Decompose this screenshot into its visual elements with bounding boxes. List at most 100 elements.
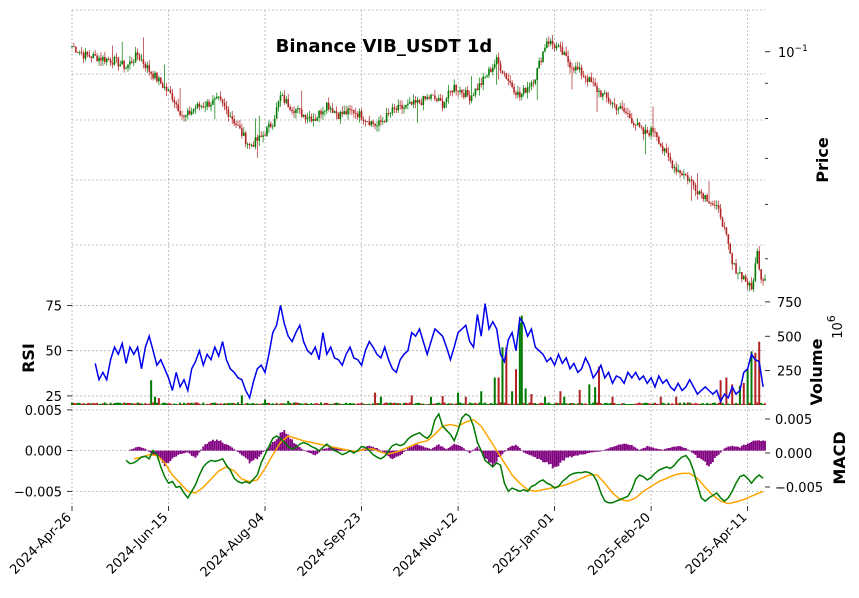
candle-body	[497, 57, 500, 64]
macd-histogram-bar	[287, 434, 290, 451]
macd-histogram-bar	[403, 450, 405, 452]
candle-body	[547, 41, 550, 44]
candle-body	[229, 116, 232, 118]
volume-bar	[495, 403, 498, 405]
candle-body	[692, 181, 695, 186]
macd-histogram-bar	[590, 450, 593, 453]
volume-bar	[188, 403, 191, 405]
volume-panel	[71, 315, 766, 405]
candle-body	[602, 93, 604, 97]
macd-histogram-bar	[322, 448, 324, 451]
macd-histogram-bar	[495, 450, 498, 462]
volume-bar	[667, 402, 670, 405]
macd-histogram-bar	[264, 450, 266, 451]
volume-bar	[414, 403, 417, 405]
volume-bar	[516, 403, 519, 405]
volume-bar	[702, 403, 705, 405]
macd-histogram-bar	[493, 450, 496, 464]
candle-body	[324, 110, 326, 112]
macd-histogram-bar	[455, 444, 458, 451]
volume-bar	[617, 403, 620, 405]
macd-histogram-bar	[675, 446, 678, 451]
macd-line	[125, 412, 764, 504]
macd-histogram-bar	[642, 447, 645, 451]
candle-body	[254, 137, 257, 147]
volume-bar	[466, 403, 469, 405]
candle-body	[177, 104, 179, 112]
candle-body	[297, 108, 299, 110]
candle-body	[140, 59, 143, 61]
macd-histogram-bar	[298, 447, 301, 451]
volume-bar	[348, 402, 351, 405]
macd-histogram-bar	[412, 444, 415, 451]
volume-bar	[78, 402, 81, 405]
candle-body	[584, 76, 587, 79]
candle-body	[515, 92, 517, 96]
volume-bar	[557, 403, 560, 405]
candle-body	[136, 52, 139, 56]
macd-histogram-bar	[441, 446, 444, 451]
candle-body	[78, 52, 81, 54]
macd-histogram-bar	[518, 447, 521, 451]
macd-histogram-bar	[408, 446, 411, 451]
volume-bar	[377, 403, 380, 405]
candle-body	[712, 203, 714, 205]
candle-body	[420, 102, 423, 106]
candle-body	[613, 103, 616, 105]
candle-body	[619, 106, 622, 109]
volume-bar	[387, 403, 390, 405]
volume-bar	[240, 395, 243, 405]
macd-histogram-bar	[623, 443, 625, 451]
candle-body	[185, 115, 187, 117]
candle-body	[318, 110, 320, 118]
volume-bar	[393, 402, 396, 405]
volume-bar	[561, 403, 564, 405]
volume-bar	[316, 403, 319, 405]
candle-body	[370, 121, 373, 126]
volume-bar	[684, 403, 687, 405]
volume-bar	[356, 403, 359, 405]
macd-histogram-bar	[414, 443, 417, 451]
volume-bar	[101, 403, 104, 405]
volume-bar	[474, 402, 477, 405]
candle-body	[345, 111, 347, 115]
macd-histogram-bar	[267, 446, 270, 451]
volume-bar	[152, 402, 155, 405]
candle-body	[762, 279, 764, 281]
candle-body	[142, 59, 145, 64]
macd-histogram-bar	[291, 439, 293, 451]
macd-histogram-bar	[341, 448, 344, 451]
candle-body	[536, 68, 539, 81]
macd-histogram-bar	[638, 449, 641, 451]
macd-histogram-bar	[285, 433, 288, 451]
macd-histogram-bar	[486, 450, 488, 460]
macd-histogram-bar	[464, 449, 467, 451]
volume-bar	[84, 403, 87, 405]
candle-body	[669, 157, 672, 161]
candle-body	[358, 111, 361, 118]
volume-bar	[534, 403, 537, 405]
candle-body	[378, 120, 380, 126]
macd-histogram-bar	[213, 441, 216, 451]
volume-bar	[117, 402, 120, 405]
macd-histogram-bar	[540, 450, 542, 460]
candle-body	[320, 110, 322, 115]
volume-bar	[289, 402, 292, 405]
volume-bar	[130, 403, 133, 405]
rsi-axis-label: RSI	[19, 343, 38, 373]
volume-bar	[638, 402, 641, 405]
price-tick-label: 10−1	[778, 44, 808, 61]
candle-body	[111, 62, 114, 65]
volume-bar	[416, 402, 419, 405]
volume-bar	[360, 402, 363, 405]
candle-body	[123, 60, 125, 69]
volume-bar	[182, 402, 185, 405]
volume-bar	[621, 403, 624, 405]
macd-histogram-bar	[708, 450, 710, 467]
volume-bar	[526, 403, 529, 405]
volume-bar	[271, 403, 274, 405]
volume-bar	[72, 402, 75, 405]
volume-tick-label: 250	[777, 365, 802, 380]
macd-histogram-bar	[325, 448, 328, 451]
volume-bar	[308, 404, 311, 405]
